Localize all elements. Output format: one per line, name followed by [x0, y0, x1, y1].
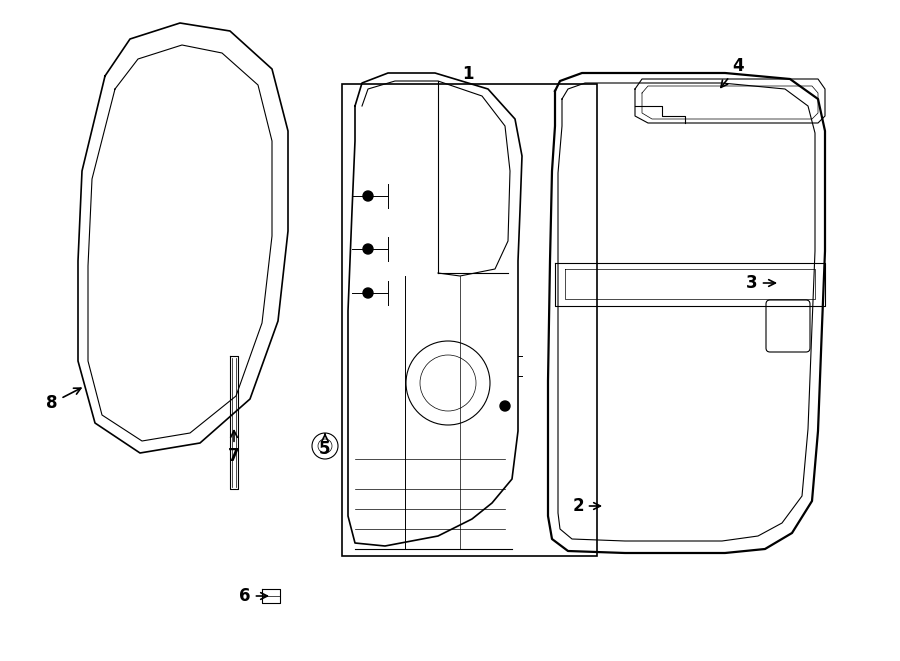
Text: 6: 6	[239, 587, 267, 605]
Text: 5: 5	[320, 434, 331, 458]
FancyBboxPatch shape	[766, 300, 810, 352]
Circle shape	[363, 288, 373, 298]
Text: 4: 4	[721, 57, 743, 87]
Text: 2: 2	[572, 497, 600, 515]
Circle shape	[363, 191, 373, 201]
Circle shape	[500, 401, 510, 411]
Bar	[342, 84, 597, 556]
Text: 8: 8	[46, 388, 81, 412]
Text: 1: 1	[463, 65, 473, 83]
Text: 7: 7	[229, 430, 239, 465]
Text: 3: 3	[746, 274, 776, 292]
Circle shape	[363, 244, 373, 254]
